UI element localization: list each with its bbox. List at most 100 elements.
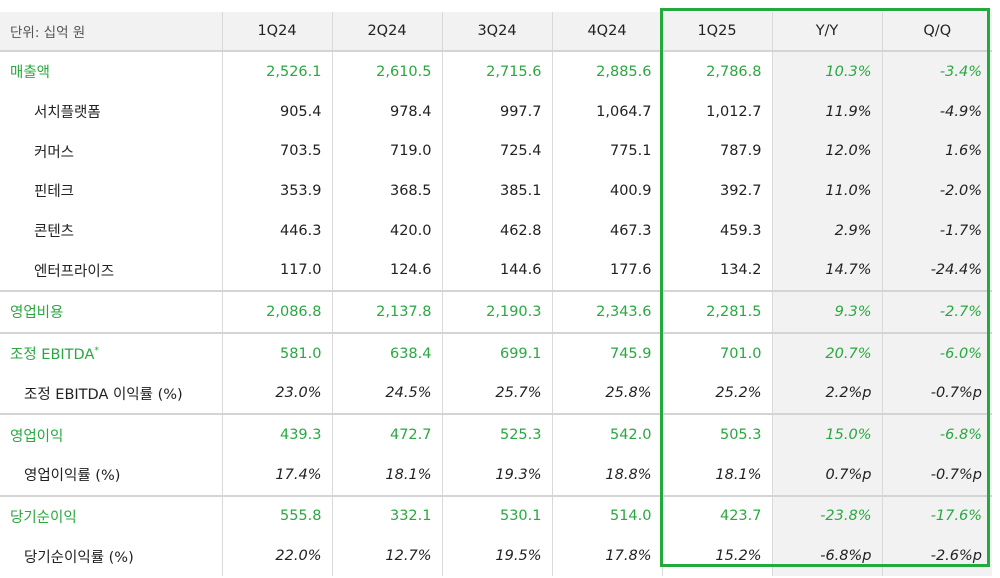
- table-cell: 392.7: [662, 171, 773, 211]
- table-cell: 2.2%p: [772, 373, 883, 415]
- table-cell: 11.9%: [772, 91, 883, 132]
- row-label: 콘텐츠: [0, 210, 223, 251]
- table-cell: 12.0%: [772, 131, 883, 172]
- row-label-text: 영업이익: [10, 428, 64, 445]
- row-label-text: 당기순이익: [10, 509, 77, 526]
- table-row: 서치플랫폼 905.4 978.4 997.7 1,064.7 1,012.7 11.9% -…: [0, 91, 992, 132]
- table-cell: -6.0%: [882, 331, 992, 374]
- table-cell: 385.1: [442, 171, 553, 211]
- table-cell: 472.7: [332, 413, 443, 455]
- row-label-text: 당기순이익률 (%): [24, 549, 134, 566]
- table-cell: -1.7%: [882, 210, 992, 251]
- table-cell: 446.3: [222, 210, 333, 251]
- table-cell: 467.3: [552, 210, 663, 251]
- table-cell: -2.6%p: [882, 536, 992, 576]
- row-label-text: 조정 EBITDA 이익률 (%): [24, 386, 183, 403]
- row-label: 서치플랫폼: [0, 91, 223, 132]
- table-cell: 638.4: [332, 331, 443, 374]
- table-cell: -3.4%: [882, 50, 992, 92]
- row-label: 커머스: [0, 131, 223, 172]
- table-cell: 17.8%: [552, 536, 663, 576]
- table-cell: 18.1%: [662, 454, 773, 496]
- table-cell: 144.6: [442, 250, 553, 292]
- table-cell: 400.9: [552, 171, 663, 211]
- table-cell: 19.3%: [442, 454, 553, 496]
- table-cell: 0.7%p: [772, 454, 883, 496]
- row-label-text: 핀테크: [34, 184, 75, 201]
- table-cell: 25.8%: [552, 373, 663, 415]
- table-cell: 25.7%: [442, 373, 553, 415]
- table-cell: -6.8%p: [772, 536, 883, 576]
- financial-results-table: 단위: 십억 원 1Q24 2Q24 3Q24 4Q24 1Q25 Y/Y Q/…: [0, 12, 992, 576]
- row-label-text: 커머스: [34, 144, 75, 161]
- table-cell: 332.1: [332, 494, 443, 537]
- row-label: 조정 EBITDA*: [0, 331, 223, 374]
- table-cell: 725.4: [442, 131, 553, 172]
- row-label: 영업비용: [0, 290, 223, 333]
- table-cell: 420.0: [332, 210, 443, 251]
- column-header: 2Q24: [332, 12, 443, 52]
- table-cell: 18.8%: [552, 454, 663, 496]
- table-cell: 17.4%: [222, 454, 333, 496]
- table-cell: 2,137.8: [332, 290, 443, 333]
- table-cell: 124.6: [332, 250, 443, 292]
- table-row: 커머스 703.5 719.0 725.4 775.1 787.9 12.0% 1.6%: [0, 131, 992, 172]
- row-label: 조정 EBITDA 이익률 (%): [0, 373, 223, 415]
- table-cell: 23.0%: [222, 373, 333, 415]
- table-row: 매출액 2,526.1 2,610.5 2,715.6 2,885.6 2,786.8 10…: [0, 50, 992, 92]
- table-cell: 703.5: [222, 131, 333, 172]
- table-cell: 15.2%: [662, 536, 773, 576]
- table-row: 영업이익률 (%) 17.4% 18.1% 19.3% 18.8% 18.1% 0.7%p -…: [0, 454, 992, 496]
- table-cell: 1,012.7: [662, 91, 773, 132]
- row-label: 영업이익률 (%): [0, 454, 223, 496]
- table-cell: 19.5%: [442, 536, 553, 576]
- table-cell: 775.1: [552, 131, 663, 172]
- column-header: 3Q24: [442, 12, 553, 52]
- table-cell: 462.8: [442, 210, 553, 251]
- table-row: 당기순이익률 (%) 22.0% 12.7% 19.5% 17.8% 15.2% -6.8%…: [0, 536, 992, 576]
- row-label: 엔터프라이즈: [0, 250, 223, 292]
- table-cell: 134.2: [662, 250, 773, 292]
- table-cell: 581.0: [222, 331, 333, 374]
- table-row: 영업이익 439.3 472.7 525.3 542.0 505.3 15.0% -6.8%: [0, 413, 992, 455]
- table-cell: -4.9%: [882, 91, 992, 132]
- table-cell: 2,343.6: [552, 290, 663, 333]
- table-row: 조정 EBITDA* 581.0 638.4 699.1 745.9 701.0 20.7%…: [0, 331, 992, 374]
- table-cell: 2,610.5: [332, 50, 443, 92]
- table-row: 조정 EBITDA 이익률 (%) 23.0% 24.5% 25.7% 25.8% 25.…: [0, 373, 992, 415]
- table-cell: 15.0%: [772, 413, 883, 455]
- table-cell: 905.4: [222, 91, 333, 132]
- row-label-text: 콘텐츠: [34, 224, 75, 241]
- row-label-text: 영업이익률 (%): [24, 468, 121, 485]
- table-cell: 997.7: [442, 91, 553, 132]
- row-label: 당기순이익: [0, 494, 223, 537]
- table-cell: 701.0: [662, 331, 773, 374]
- unit-label: 단위: 십억 원: [0, 12, 223, 52]
- table-cell: -23.8%: [772, 494, 883, 537]
- table-header-row: 단위: 십억 원 1Q24 2Q24 3Q24 4Q24 1Q25 Y/Y Q/…: [0, 12, 992, 52]
- table-cell: -2.7%: [882, 290, 992, 333]
- table-cell: 2,086.8: [222, 290, 333, 333]
- table-row: 엔터프라이즈 117.0 124.6 144.6 177.6 134.2 14.7% -24.…: [0, 250, 992, 292]
- table-cell: 353.9: [222, 171, 333, 211]
- row-label-text: 조정 EBITDA: [10, 347, 95, 364]
- table-cell: 978.4: [332, 91, 443, 132]
- table-cell: 2,281.5: [662, 290, 773, 333]
- table-cell: 787.9: [662, 131, 773, 172]
- table-cell: 177.6: [552, 250, 663, 292]
- column-header: 1Q24: [222, 12, 333, 52]
- table-cell: 423.7: [662, 494, 773, 537]
- table-cell: 25.2%: [662, 373, 773, 415]
- table-cell: 11.0%: [772, 171, 883, 211]
- table-cell: 2,885.6: [552, 50, 663, 92]
- table-cell: 2,715.6: [442, 50, 553, 92]
- table-cell: 525.3: [442, 413, 553, 455]
- row-label-text: 영업비용: [10, 305, 64, 322]
- table-cell: 1,064.7: [552, 91, 663, 132]
- table-cell: 9.3%: [772, 290, 883, 333]
- table-cell: -0.7%p: [882, 454, 992, 496]
- table-cell: -6.8%: [882, 413, 992, 455]
- table-cell: 514.0: [552, 494, 663, 537]
- table-cell: 12.7%: [332, 536, 443, 576]
- table-cell: 719.0: [332, 131, 443, 172]
